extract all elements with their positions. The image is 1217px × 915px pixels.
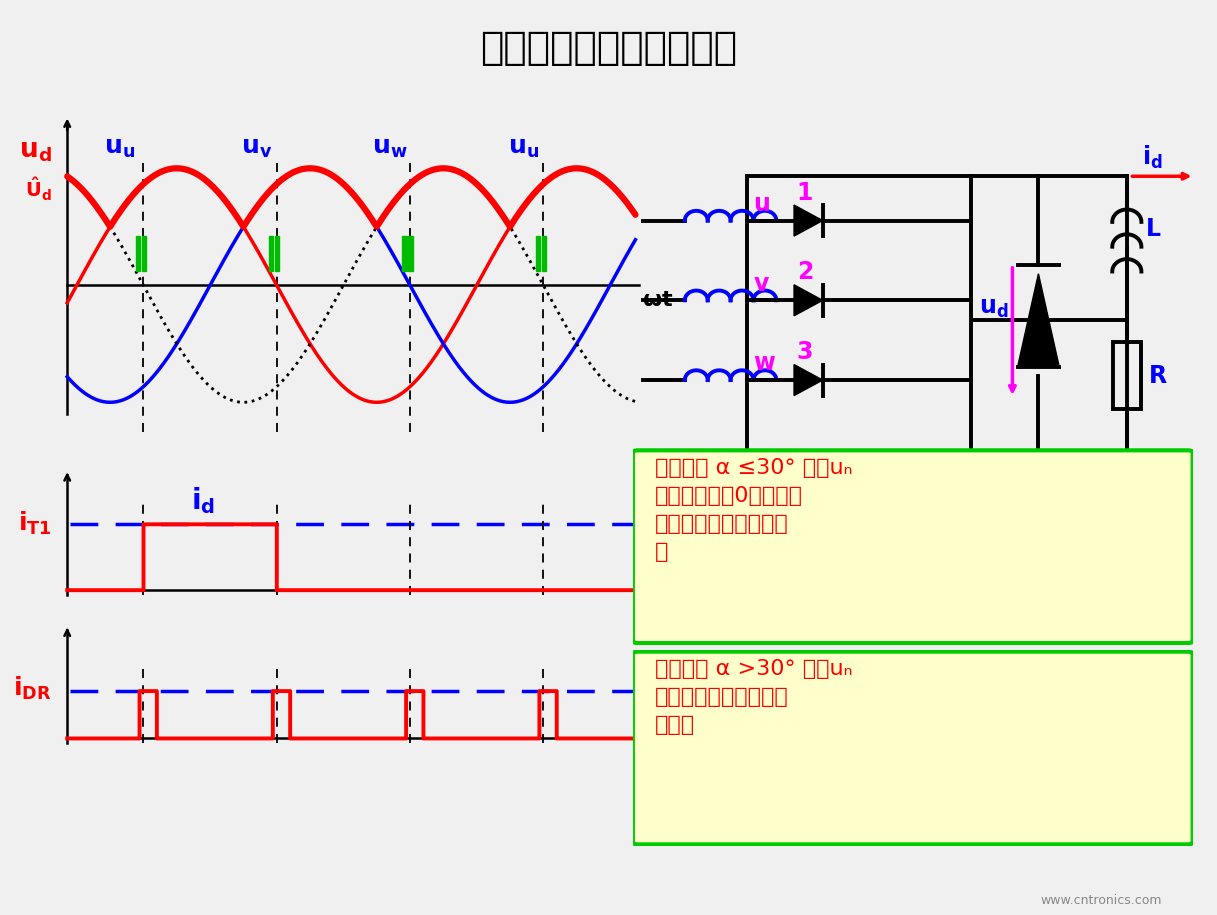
- Text: $\mathbf{i_d}$: $\mathbf{i_d}$: [191, 486, 215, 516]
- Text: $\mathbf{u_d}$: $\mathbf{u_d}$: [18, 138, 51, 164]
- Text: $\mathbf{\omega t}$: $\mathbf{\omega t}$: [641, 290, 673, 310]
- Polygon shape: [793, 205, 823, 236]
- Bar: [269, 236, 274, 271]
- Text: $\mathbf{u_w}$: $\mathbf{u_w}$: [372, 136, 408, 160]
- Text: $\mathbf{\hat{U}_d}$: $\mathbf{\hat{U}_d}$: [24, 176, 51, 203]
- Text: $\mathbf{u_d}$: $\mathbf{u_d}$: [978, 296, 1008, 320]
- Text: v: v: [753, 272, 769, 296]
- Text: $\mathbf{i_{DR}}$: $\mathbf{i_{DR}}$: [13, 674, 51, 702]
- Bar: [136, 236, 140, 271]
- FancyBboxPatch shape: [633, 450, 1193, 643]
- Text: 2: 2: [797, 261, 813, 285]
- Bar: [542, 236, 546, 271]
- Polygon shape: [1017, 274, 1059, 367]
- Text: u: u: [753, 192, 770, 216]
- Bar: [535, 236, 540, 271]
- Polygon shape: [793, 285, 823, 316]
- Bar: [403, 236, 406, 271]
- Text: $\mathbf{L}$: $\mathbf{L}$: [1145, 218, 1161, 242]
- Text: $\mathbf{u_v}$: $\mathbf{u_v}$: [241, 136, 273, 160]
- Bar: [1112, 342, 1142, 409]
- Text: $\mathbf{u_u}$: $\mathbf{u_u}$: [105, 136, 135, 160]
- Text: w: w: [753, 351, 775, 375]
- Text: 电阻负载 α ≤30° 时，uₙ
连续且均大于0，续流二
极管承受反压而不起作
用: 电阻负载 α ≤30° 时，uₙ 连续且均大于0，续流二 极管承受反压而不起作 …: [655, 458, 853, 562]
- Text: 电感性负载加续流二极管: 电感性负载加续流二极管: [479, 29, 738, 67]
- Text: $\mathbf{\omega t}$: $\mathbf{\omega t}$: [640, 595, 671, 614]
- Text: 1: 1: [797, 181, 813, 205]
- Polygon shape: [793, 364, 823, 395]
- FancyBboxPatch shape: [633, 651, 1193, 845]
- Bar: [275, 236, 279, 271]
- Bar: [408, 236, 413, 271]
- Text: $\mathbf{i_{T1}}$: $\mathbf{i_{T1}}$: [18, 510, 51, 537]
- Text: 电阻负载 α >30° 时，uₙ
断续，续流二极管起续
流作用: 电阻负载 α >30° 时，uₙ 断续，续流二极管起续 流作用: [655, 660, 853, 736]
- Bar: [141, 236, 146, 271]
- Text: $\mathbf{R}$: $\mathbf{R}$: [1148, 363, 1167, 388]
- Text: $\mathbf{i_d}$: $\mathbf{i_d}$: [1143, 145, 1163, 171]
- Text: www.cntronics.com: www.cntronics.com: [1041, 894, 1162, 907]
- Text: $\mathbf{u_u}$: $\mathbf{u_u}$: [507, 136, 539, 160]
- Text: 3: 3: [797, 340, 813, 364]
